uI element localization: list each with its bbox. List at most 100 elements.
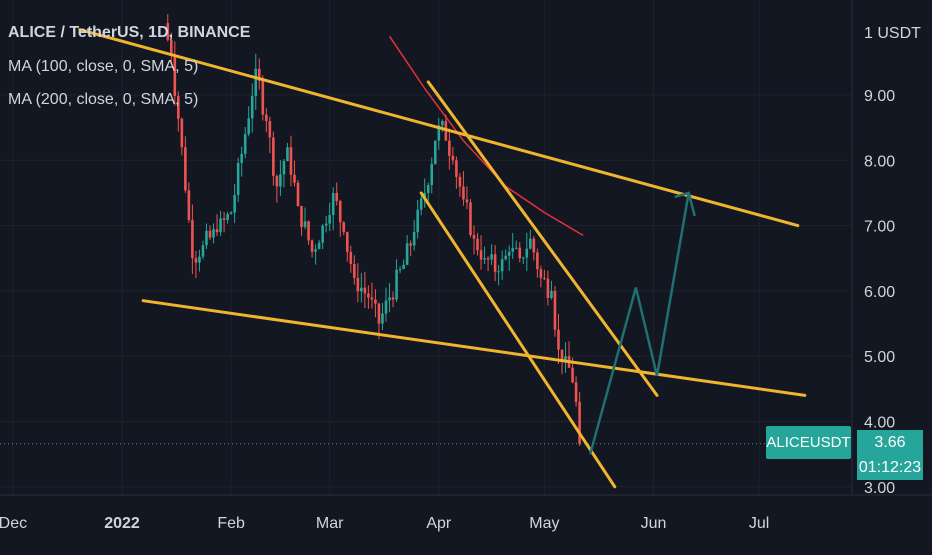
trendline-lower-channel[interactable] [141,299,807,397]
candle [261,75,265,121]
trendline-upper-channel[interactable] [78,28,800,228]
candle [381,302,384,330]
price-axis[interactable]: 1 USDT 9.00 8.00 7.00 6.00 5.00 4.00 3.00 [864,25,921,497]
candle [314,244,317,265]
candle [567,341,571,368]
candle [194,250,198,279]
candle [257,58,261,90]
candle [360,272,363,303]
candle [279,160,282,197]
candle-body [546,278,550,298]
candle [437,117,441,150]
candle [490,244,493,266]
drawing-layer[interactable] [78,28,807,489]
candle-body [571,367,574,383]
candle [240,146,243,177]
candle [384,287,388,322]
candle-body [240,153,243,163]
candle [254,53,258,110]
candle-body [342,222,346,233]
time-axis[interactable]: Dec 2022 Feb Mar Apr May Jun Jul [0,515,769,532]
candle [226,211,229,224]
candle [300,205,303,236]
candle-body [564,356,567,361]
candle-body [490,254,493,260]
candle [398,266,402,274]
candle [307,220,310,245]
candle-body [345,232,349,252]
candle [324,215,328,233]
candle-body [226,213,229,220]
trendline-wedge-upper[interactable] [426,80,659,397]
candle-body [205,230,208,246]
candle-body [215,229,219,233]
candle-body [514,247,518,249]
candle [180,117,184,156]
candle [173,41,177,106]
projection-arrow-path[interactable] [588,192,690,455]
candle [543,269,546,281]
candle-body [286,147,289,162]
candle-body [222,218,226,220]
candle [521,256,525,264]
candle-body [296,182,300,207]
legend-ma200[interactable]: MA (200, close, 0, SMA, 5) [8,91,199,108]
candle-body [381,313,384,324]
candle-body [557,329,560,350]
candle [553,285,557,337]
candle [539,265,543,288]
candle [458,173,462,197]
candle-body [275,175,279,187]
legend-ma100[interactable]: MA (100, close, 0, SMA, 5) [8,58,199,75]
candle-body [166,23,170,40]
candle [184,136,187,193]
trendline-wedge-lower[interactable] [419,191,617,489]
candle-body [338,201,342,223]
legend-symbol-title[interactable]: ALICE / TetherUS, 1D, BINANCE [8,24,251,41]
last-price-tag: 3.66 [857,430,923,455]
candle [448,128,451,170]
candle [229,211,233,215]
candle-body [388,297,391,301]
candle [367,285,370,309]
candle-body [402,264,405,269]
candle [486,256,490,272]
candle-body [419,198,423,210]
candle [205,223,208,249]
candle-body [265,114,268,122]
candle-body [377,303,381,324]
time-tick-label: Dec [0,515,27,532]
candle [328,202,331,232]
candle-body [395,269,398,300]
candle [455,156,458,189]
candle [177,91,180,132]
candle-body [469,202,472,236]
candle-body [497,271,500,273]
candle [335,182,339,206]
candle [451,146,455,165]
candle [331,187,335,231]
candle-body [169,39,173,56]
candle-body [560,349,564,361]
candle [268,116,272,154]
candle-body [455,160,458,177]
candle-body [518,247,522,259]
candle-body [574,382,578,402]
candle [243,127,247,159]
candle [247,106,251,137]
candle-body [233,194,236,213]
candle [529,229,532,250]
candle [497,264,500,286]
candle-body [360,287,363,292]
candle-body [532,238,536,253]
candle-body [472,235,476,239]
candle [511,233,515,260]
candle-body [476,238,479,251]
candle-body [529,238,532,249]
candle [293,160,296,187]
candle-body [349,251,353,264]
candle-body [257,68,261,81]
candle-body [374,299,377,304]
